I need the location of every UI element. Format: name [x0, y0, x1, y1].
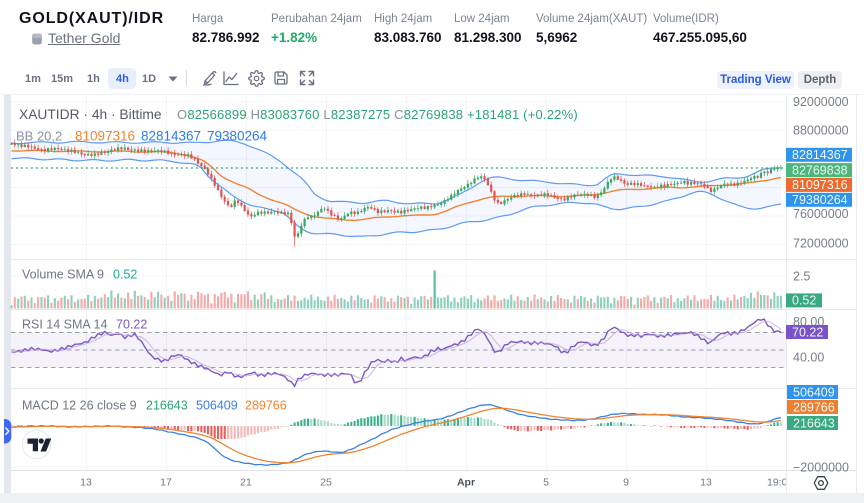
svg-text:81097316: 81097316: [75, 129, 135, 144]
svg-text:82769838: 82769838: [792, 163, 848, 177]
svg-text:XAUTIDR · 4h · Bittime: XAUTIDR · 4h · Bittime: [19, 107, 162, 122]
svg-text:216643: 216643: [793, 416, 835, 430]
svg-text:5: 5: [543, 477, 549, 489]
svg-text:0.52: 0.52: [113, 268, 137, 282]
svg-text:9: 9: [623, 477, 629, 489]
svg-text:17: 17: [160, 477, 172, 489]
svg-text:19:00: 19:00: [767, 477, 793, 489]
svg-text:506409: 506409: [196, 399, 238, 413]
svg-text:506409: 506409: [793, 385, 835, 399]
svg-text:21: 21: [240, 477, 252, 489]
svg-text:MACD 12 26 close 9: MACD 12 26 close 9: [22, 399, 137, 413]
svg-text:289766: 289766: [245, 399, 287, 413]
svg-text:40.00: 40.00: [793, 351, 824, 365]
svg-text:82814367: 82814367: [792, 148, 848, 162]
svg-text:81097316: 81097316: [792, 178, 848, 192]
svg-text:Volume SMA 9: Volume SMA 9: [22, 268, 104, 282]
svg-text:92000000: 92000000: [793, 95, 849, 109]
svg-text:13: 13: [80, 477, 92, 489]
svg-text:88000000: 88000000: [793, 124, 849, 138]
svg-text:Apr: Apr: [457, 477, 475, 489]
svg-text:216643: 216643: [146, 399, 188, 413]
svg-text:−2000000: −2000000: [793, 460, 849, 474]
svg-text:79380264: 79380264: [792, 193, 848, 207]
svg-text:70.22: 70.22: [792, 325, 823, 339]
svg-text:BB 20,2: BB 20,2: [16, 129, 62, 144]
svg-text:0.52: 0.52: [792, 294, 816, 308]
svg-text:25: 25: [320, 477, 332, 489]
svg-text:70.22: 70.22: [116, 318, 147, 332]
svg-text:RSI 14 SMA 14: RSI 14 SMA 14: [22, 318, 108, 332]
svg-text:79380264: 79380264: [207, 129, 268, 144]
svg-text:289766: 289766: [793, 400, 835, 414]
svg-text:13: 13: [700, 477, 712, 489]
svg-text:82814367: 82814367: [141, 129, 201, 144]
svg-text:2.5: 2.5: [793, 269, 810, 283]
svg-text:72000000: 72000000: [793, 237, 849, 251]
svg-text:76000000: 76000000: [793, 207, 849, 221]
svg-text:O82566899 H83083760 L82387275: O82566899 H83083760 L82387275 C82769838 …: [177, 107, 578, 122]
